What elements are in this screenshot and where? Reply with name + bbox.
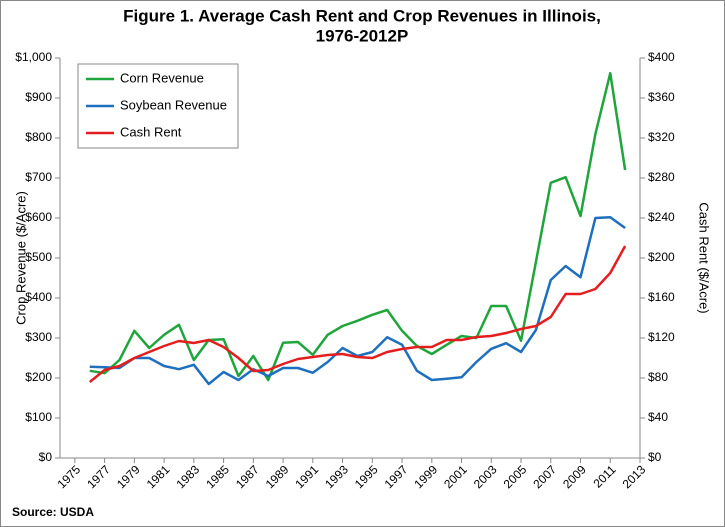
y2-tick-label: $280 [648,170,675,184]
y2-tick-label: $320 [648,130,675,144]
y2-tick-label: $0 [648,450,662,464]
y2-tick-label: $400 [648,50,675,64]
y2-axis-label: Cash Rent ($/Acre) [697,202,712,313]
series-line [88,245,627,383]
y-tick-label: $1,000 [15,50,52,64]
y2-tick-label: $80 [648,370,668,384]
chart-subtitle: 1976-2012P [316,26,409,45]
y-tick-label: $500 [25,250,52,264]
y-tick-label: $400 [25,290,52,304]
chart-title: Figure 1. Average Cash Rent and Crop Rev… [123,6,601,25]
y2-tick-label: $240 [648,210,675,224]
legend-label: Soybean Revenue [120,97,227,112]
y-tick-label: $600 [25,210,52,224]
y-tick-label: $700 [25,170,52,184]
y-tick-label: $0 [39,450,53,464]
legend-label: Corn Revenue [120,70,204,85]
y2-tick-label: $120 [648,330,675,344]
y2-tick-label: $40 [648,410,668,424]
y2-tick-label: $200 [648,250,675,264]
y-tick-label: $100 [25,410,52,424]
y2-tick-label: $360 [648,90,675,104]
legend-label: Cash Rent [120,124,182,139]
series-line [89,71,627,382]
y-axis-label: Crop Revenue ($/Acre) [13,191,28,325]
y-tick-label: $200 [25,370,52,384]
y-tick-label: $900 [25,90,52,104]
y-tick-label: $800 [25,130,52,144]
source: Source: USDA [12,505,94,519]
y-tick-label: $300 [25,330,52,344]
y2-tick-label: $160 [648,290,675,304]
